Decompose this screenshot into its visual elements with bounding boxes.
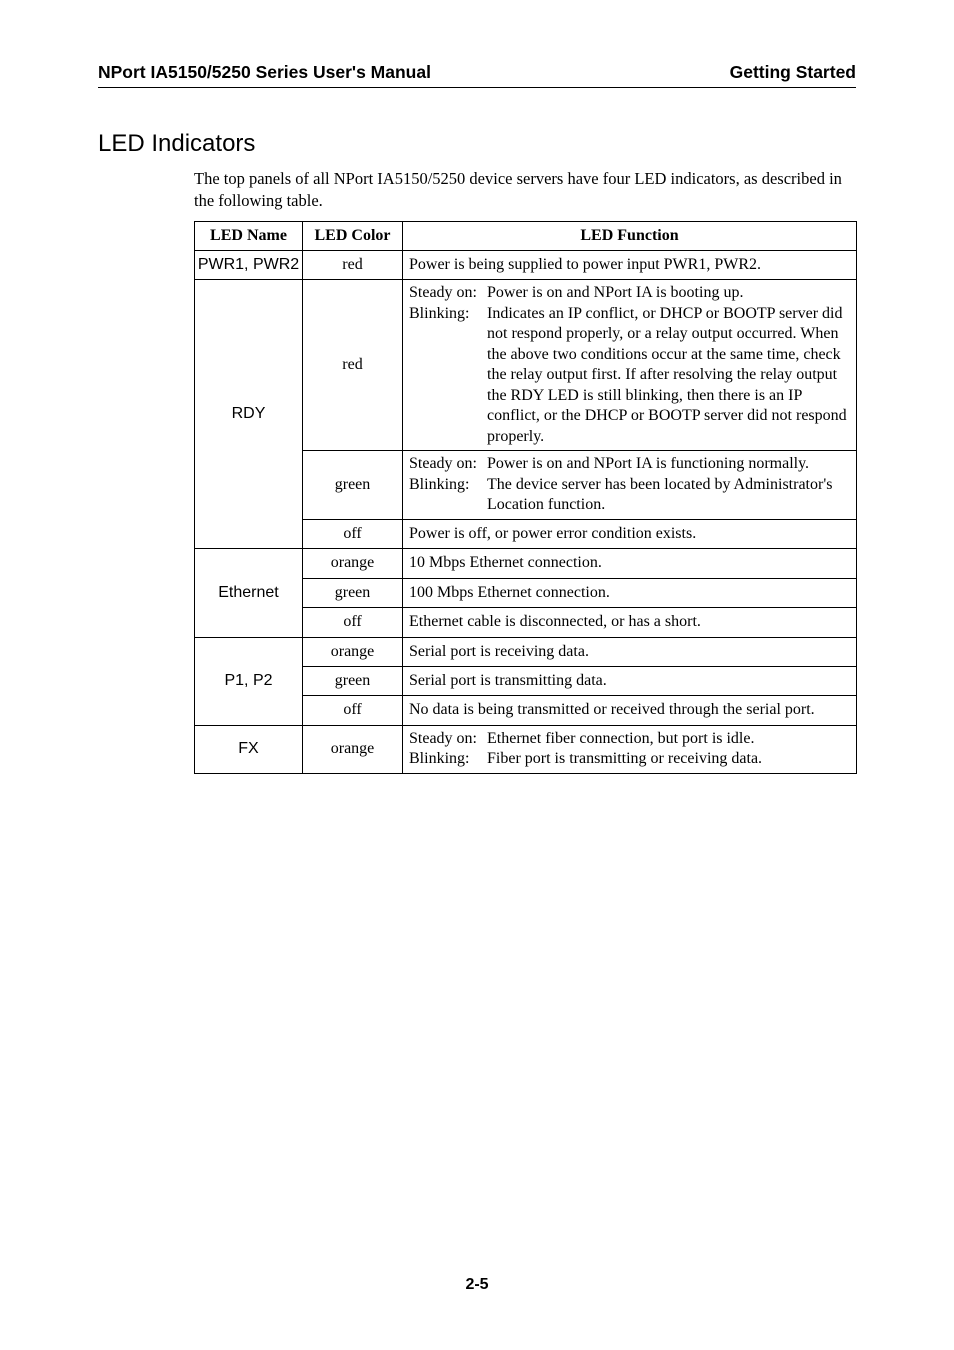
blinking-body: Fiber port is transmitting or receiving …	[487, 749, 850, 769]
led-func: Steady on: Power is on and NPort IA is b…	[403, 280, 857, 451]
led-color: red	[303, 251, 403, 280]
steady-on-label: Steady on:	[409, 283, 487, 303]
led-func: 10 Mbps Ethernet connection.	[403, 549, 857, 578]
led-func: Serial port is receiving data.	[403, 637, 857, 666]
led-table: LED Name LED Color LED Function PWR1, PW…	[194, 221, 857, 774]
led-func: Serial port is transmitting data.	[403, 666, 857, 695]
led-func: 100 Mbps Ethernet connection.	[403, 578, 857, 607]
led-color: green	[303, 666, 403, 695]
led-color: off	[303, 696, 403, 725]
led-color: off	[303, 608, 403, 637]
led-name-rdy: RDY	[195, 280, 303, 549]
led-color: orange	[303, 725, 403, 773]
th-func: LED Function	[403, 221, 857, 250]
led-func: Steady on: Power is on and NPort IA is f…	[403, 451, 857, 519]
blinking-label: Blinking:	[409, 749, 487, 769]
section-title: LED Indicators	[98, 130, 856, 158]
steady-on-label: Steady on:	[409, 454, 487, 474]
table-row: PWR1, PWR2 red Power is being supplied t…	[195, 251, 857, 280]
led-color: green	[303, 451, 403, 519]
th-name: LED Name	[195, 221, 303, 250]
led-name-fx: FX	[195, 725, 303, 773]
led-func: Power is off, or power error condition e…	[403, 519, 857, 548]
table-row: RDY red Steady on: Power is on and NPort…	[195, 280, 857, 451]
blinking-body: Indicates an IP conflict, or DHCP or BOO…	[487, 304, 850, 447]
blinking-label: Blinking:	[409, 475, 487, 516]
steady-on-body: Ethernet fiber connection, but port is i…	[487, 729, 850, 749]
led-name-p1p2: P1, P2	[195, 637, 303, 725]
led-name-eth: Ethernet	[195, 549, 303, 637]
steady-on-label: Steady on:	[409, 729, 487, 749]
page: NPort IA5150/5250 Series User's Manual G…	[0, 0, 954, 1350]
led-color: off	[303, 519, 403, 548]
blinking-body: The device server has been located by Ad…	[487, 475, 850, 516]
led-name-pwr: PWR1, PWR2	[195, 251, 303, 280]
section-intro: The top panels of all NPort IA5150/5250 …	[194, 168, 856, 213]
led-color: orange	[303, 637, 403, 666]
th-color: LED Color	[303, 221, 403, 250]
steady-on-body: Power is on and NPort IA is functioning …	[487, 454, 850, 474]
table-row: P1, P2 orange Serial port is receiving d…	[195, 637, 857, 666]
header-right: Getting Started	[730, 62, 856, 83]
table-header-row: LED Name LED Color LED Function	[195, 221, 857, 250]
led-func: Power is being supplied to power input P…	[403, 251, 857, 280]
table-row: Ethernet orange 10 Mbps Ethernet connect…	[195, 549, 857, 578]
blinking-label: Blinking:	[409, 304, 487, 447]
steady-on-body: Power is on and NPort IA is booting up.	[487, 283, 850, 303]
led-color: green	[303, 578, 403, 607]
led-color: orange	[303, 549, 403, 578]
header-left: NPort IA5150/5250 Series User's Manual	[98, 62, 431, 83]
led-color: red	[303, 280, 403, 451]
led-func: Ethernet cable is disconnected, or has a…	[403, 608, 857, 637]
page-number: 2-5	[0, 1276, 954, 1294]
page-header: NPort IA5150/5250 Series User's Manual G…	[98, 62, 856, 88]
led-func: No data is being transmitted or received…	[403, 696, 857, 725]
led-func: Steady on: Ethernet fiber connection, bu…	[403, 725, 857, 773]
table-row: FX orange Steady on: Ethernet fiber conn…	[195, 725, 857, 773]
